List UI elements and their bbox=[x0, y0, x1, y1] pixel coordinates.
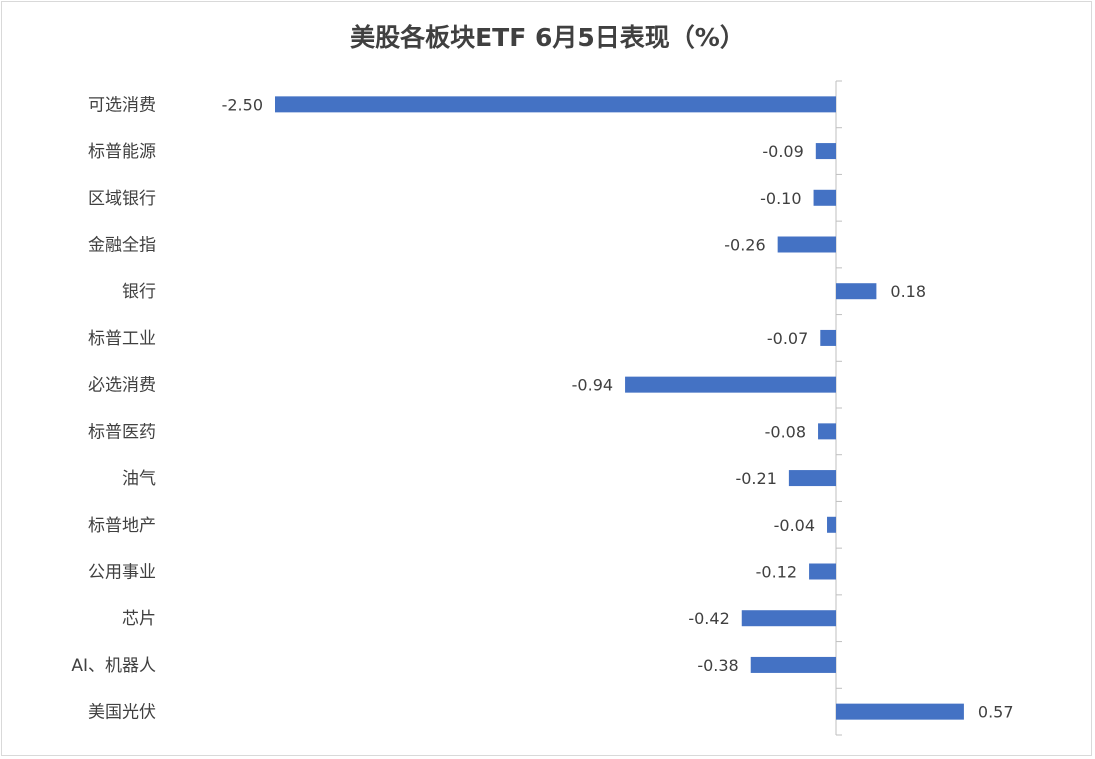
data-label: -0.08 bbox=[765, 422, 806, 441]
data-label: -0.10 bbox=[760, 189, 801, 208]
bar bbox=[788, 470, 836, 487]
category-label: 标普医药 bbox=[88, 422, 156, 442]
category-label: 芯片 bbox=[122, 609, 156, 629]
data-label: -0.42 bbox=[688, 609, 729, 628]
bar bbox=[777, 236, 836, 253]
category-label: 银行 bbox=[122, 282, 156, 302]
data-label: -0.04 bbox=[774, 516, 815, 535]
bar bbox=[813, 189, 836, 206]
category-label: 可选消费 bbox=[88, 95, 156, 115]
data-label: -2.50 bbox=[222, 95, 263, 114]
bar bbox=[809, 563, 836, 580]
category-label: 公用事业 bbox=[88, 563, 156, 583]
bar bbox=[818, 423, 836, 440]
category-label: 标普地产 bbox=[88, 516, 156, 536]
category-label: 必选消费 bbox=[88, 376, 156, 396]
bar bbox=[836, 283, 877, 300]
data-label: -0.38 bbox=[697, 656, 738, 675]
data-label: -0.94 bbox=[572, 376, 613, 395]
data-label: 0.57 bbox=[978, 703, 1014, 722]
category-label: AI、机器人 bbox=[71, 656, 156, 676]
data-label: -0.21 bbox=[735, 469, 776, 488]
category-label: 金融全指 bbox=[88, 236, 156, 256]
category-label: 油气 bbox=[122, 469, 156, 489]
data-label: -0.12 bbox=[756, 563, 797, 582]
bar bbox=[625, 376, 836, 393]
data-label: -0.09 bbox=[762, 142, 803, 161]
bar bbox=[836, 703, 964, 720]
bar bbox=[827, 516, 836, 533]
category-label: 区域银行 bbox=[88, 189, 156, 209]
bar bbox=[750, 656, 836, 673]
bar bbox=[741, 610, 836, 627]
category-label: 标普能源 bbox=[88, 142, 156, 162]
bar bbox=[820, 329, 836, 346]
category-label: 标普工业 bbox=[88, 329, 156, 349]
data-label: -0.26 bbox=[724, 236, 765, 255]
chart-title: 美股各板块ETF 6月5日表现（%） bbox=[350, 23, 745, 52]
bar bbox=[275, 96, 836, 113]
data-label: 0.18 bbox=[890, 282, 926, 301]
data-label: -0.07 bbox=[767, 329, 808, 348]
bar bbox=[815, 143, 836, 160]
category-label: 美国光伏 bbox=[88, 703, 156, 723]
